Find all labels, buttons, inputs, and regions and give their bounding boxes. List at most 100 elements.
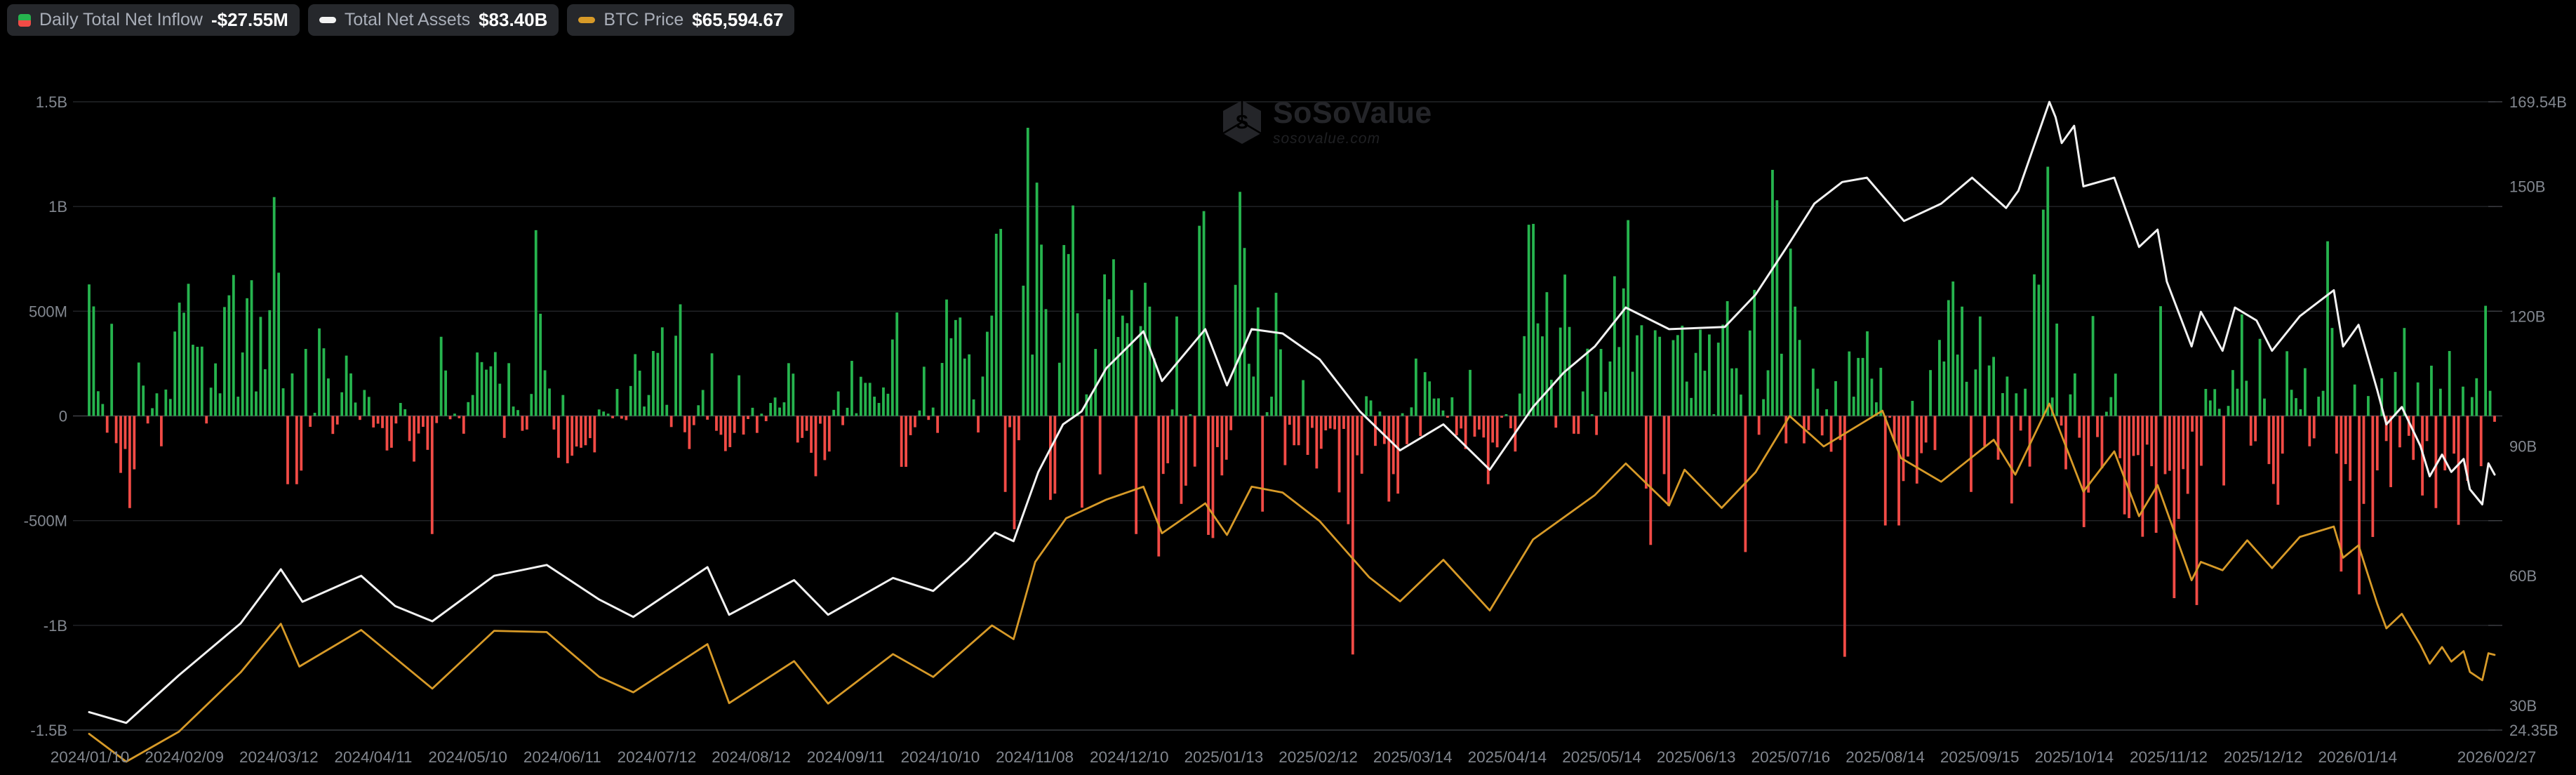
legend-item-daily-net-inflow[interactable]: Daily Total Net Inflow -$27.55M [7, 4, 300, 36]
inflow-bar [2394, 371, 2397, 416]
inflow-bar [2204, 389, 2208, 416]
inflow-bar [2448, 351, 2451, 416]
inflow-bar [1067, 253, 1070, 416]
inflow-bar [1333, 416, 1336, 430]
inflow-bar [2118, 416, 2122, 458]
inflow-bar [462, 416, 465, 434]
inflow-bar [349, 373, 352, 416]
svg-text:S: S [1236, 111, 1249, 133]
inflow-bar [114, 416, 118, 444]
inflow-bar [471, 395, 474, 416]
inflow-bar [2137, 416, 2140, 456]
inflow-bar [1017, 416, 1020, 441]
inflow-bar [1144, 282, 1147, 416]
inflow-bar [927, 416, 930, 420]
inflow-bar [2349, 416, 2352, 481]
inflow-bar [2096, 416, 2099, 437]
inflow-bar [2308, 416, 2311, 446]
inflow-bar [1721, 324, 1725, 416]
inflow-bar [155, 393, 159, 416]
inflow-bar [1148, 306, 1152, 416]
inflow-bar [2303, 368, 2307, 416]
inflow-bar [1915, 416, 1918, 484]
inflow-bar [2412, 416, 2415, 461]
inflow-bar [376, 416, 380, 424]
inflow-bar [2389, 416, 2392, 487]
inflow-bar [1193, 416, 1196, 467]
inflow-bar [2060, 416, 2063, 426]
inflow-bar [1608, 361, 1612, 416]
inflow-bar [2159, 306, 2162, 416]
inflow-bar [936, 416, 940, 433]
inflow-bar [2271, 416, 2275, 484]
inflow-bar [2470, 397, 2474, 416]
inflow-bar [2037, 284, 2041, 416]
left-axis-tick-label: 500M [29, 303, 67, 320]
inflow-bar [439, 336, 443, 416]
inflow-bar [2186, 416, 2189, 494]
inflow-bar [1694, 352, 1697, 416]
inflow-bar [656, 352, 660, 416]
inflow-bar [2109, 397, 2113, 416]
left-axis-tick-label: -1.5B [30, 722, 67, 739]
inflow-bar [435, 416, 439, 423]
inflow-bar [1500, 416, 1503, 418]
inflow-bar [2132, 416, 2135, 456]
inflow-bar [1636, 335, 1639, 416]
x-axis-tick-label: 2025/08/14 [1846, 748, 1925, 766]
inflow-bar [728, 416, 732, 447]
inflow-bar [1784, 416, 1788, 444]
inflow-bar [977, 416, 980, 433]
inflow-bar [1716, 343, 1720, 416]
inflow-bar [2488, 390, 2492, 416]
inflow-bar [2046, 166, 2050, 416]
inflow-bar [173, 331, 177, 416]
inflow-bar [625, 416, 628, 420]
inflow-bar [2019, 416, 2022, 431]
inflow-bar [2208, 400, 2212, 416]
legend-label: BTC Price [603, 10, 684, 29]
inflow-bar [1152, 358, 1156, 416]
inflow-bar [1013, 416, 1016, 529]
inflow-bar [1590, 414, 1594, 416]
inflow-bar [1319, 416, 1323, 449]
inflow-bar [2141, 416, 2144, 537]
inflow-bar [1432, 398, 1436, 416]
inflow-bar [1938, 340, 1941, 416]
inflow-bar [2434, 416, 2438, 508]
inflow-bar [823, 416, 827, 461]
inflow-bar [1423, 372, 1427, 416]
x-axis-tick-label: 2026/01/14 [2318, 748, 2398, 766]
inflow-bar [886, 393, 890, 416]
inflow-bar [1978, 316, 1982, 416]
legend-item-total-net-assets[interactable]: Total Net Assets $83.40B [307, 4, 559, 36]
inflow-bar [1640, 325, 1643, 416]
inflow-bar [882, 387, 885, 416]
inflow-bar [1256, 307, 1260, 416]
inflow-bar [2479, 416, 2483, 467]
inflow-bar [227, 295, 231, 416]
inflow-bar [335, 416, 339, 425]
legend-item-btc-price[interactable]: BTC Price $65,594.67 [567, 4, 795, 36]
inflow-bar [1951, 281, 1955, 416]
inflow-bar [381, 416, 384, 428]
inflow-bar [566, 416, 569, 463]
inflow-bar [1202, 211, 1206, 416]
inflow-bar [2416, 382, 2420, 416]
inflow-bar [1224, 416, 1228, 460]
inflow-bar [723, 416, 727, 451]
inflow-bar [530, 394, 533, 416]
inflow-bar [1757, 416, 1761, 435]
watermark-subtitle: sosovalue.com [1273, 131, 1381, 147]
inflow-bar [909, 416, 912, 435]
inflow-bar [580, 416, 582, 448]
inflow-bar [1337, 416, 1341, 493]
inflow-bar [949, 338, 953, 416]
inflow-bar [1369, 400, 1373, 416]
inflow-bar [1495, 416, 1499, 448]
inflow-bar [1956, 355, 1959, 416]
inflow-bar [2154, 416, 2158, 533]
inflow-bar [1406, 416, 1408, 444]
inflow-bar [1843, 416, 1846, 657]
